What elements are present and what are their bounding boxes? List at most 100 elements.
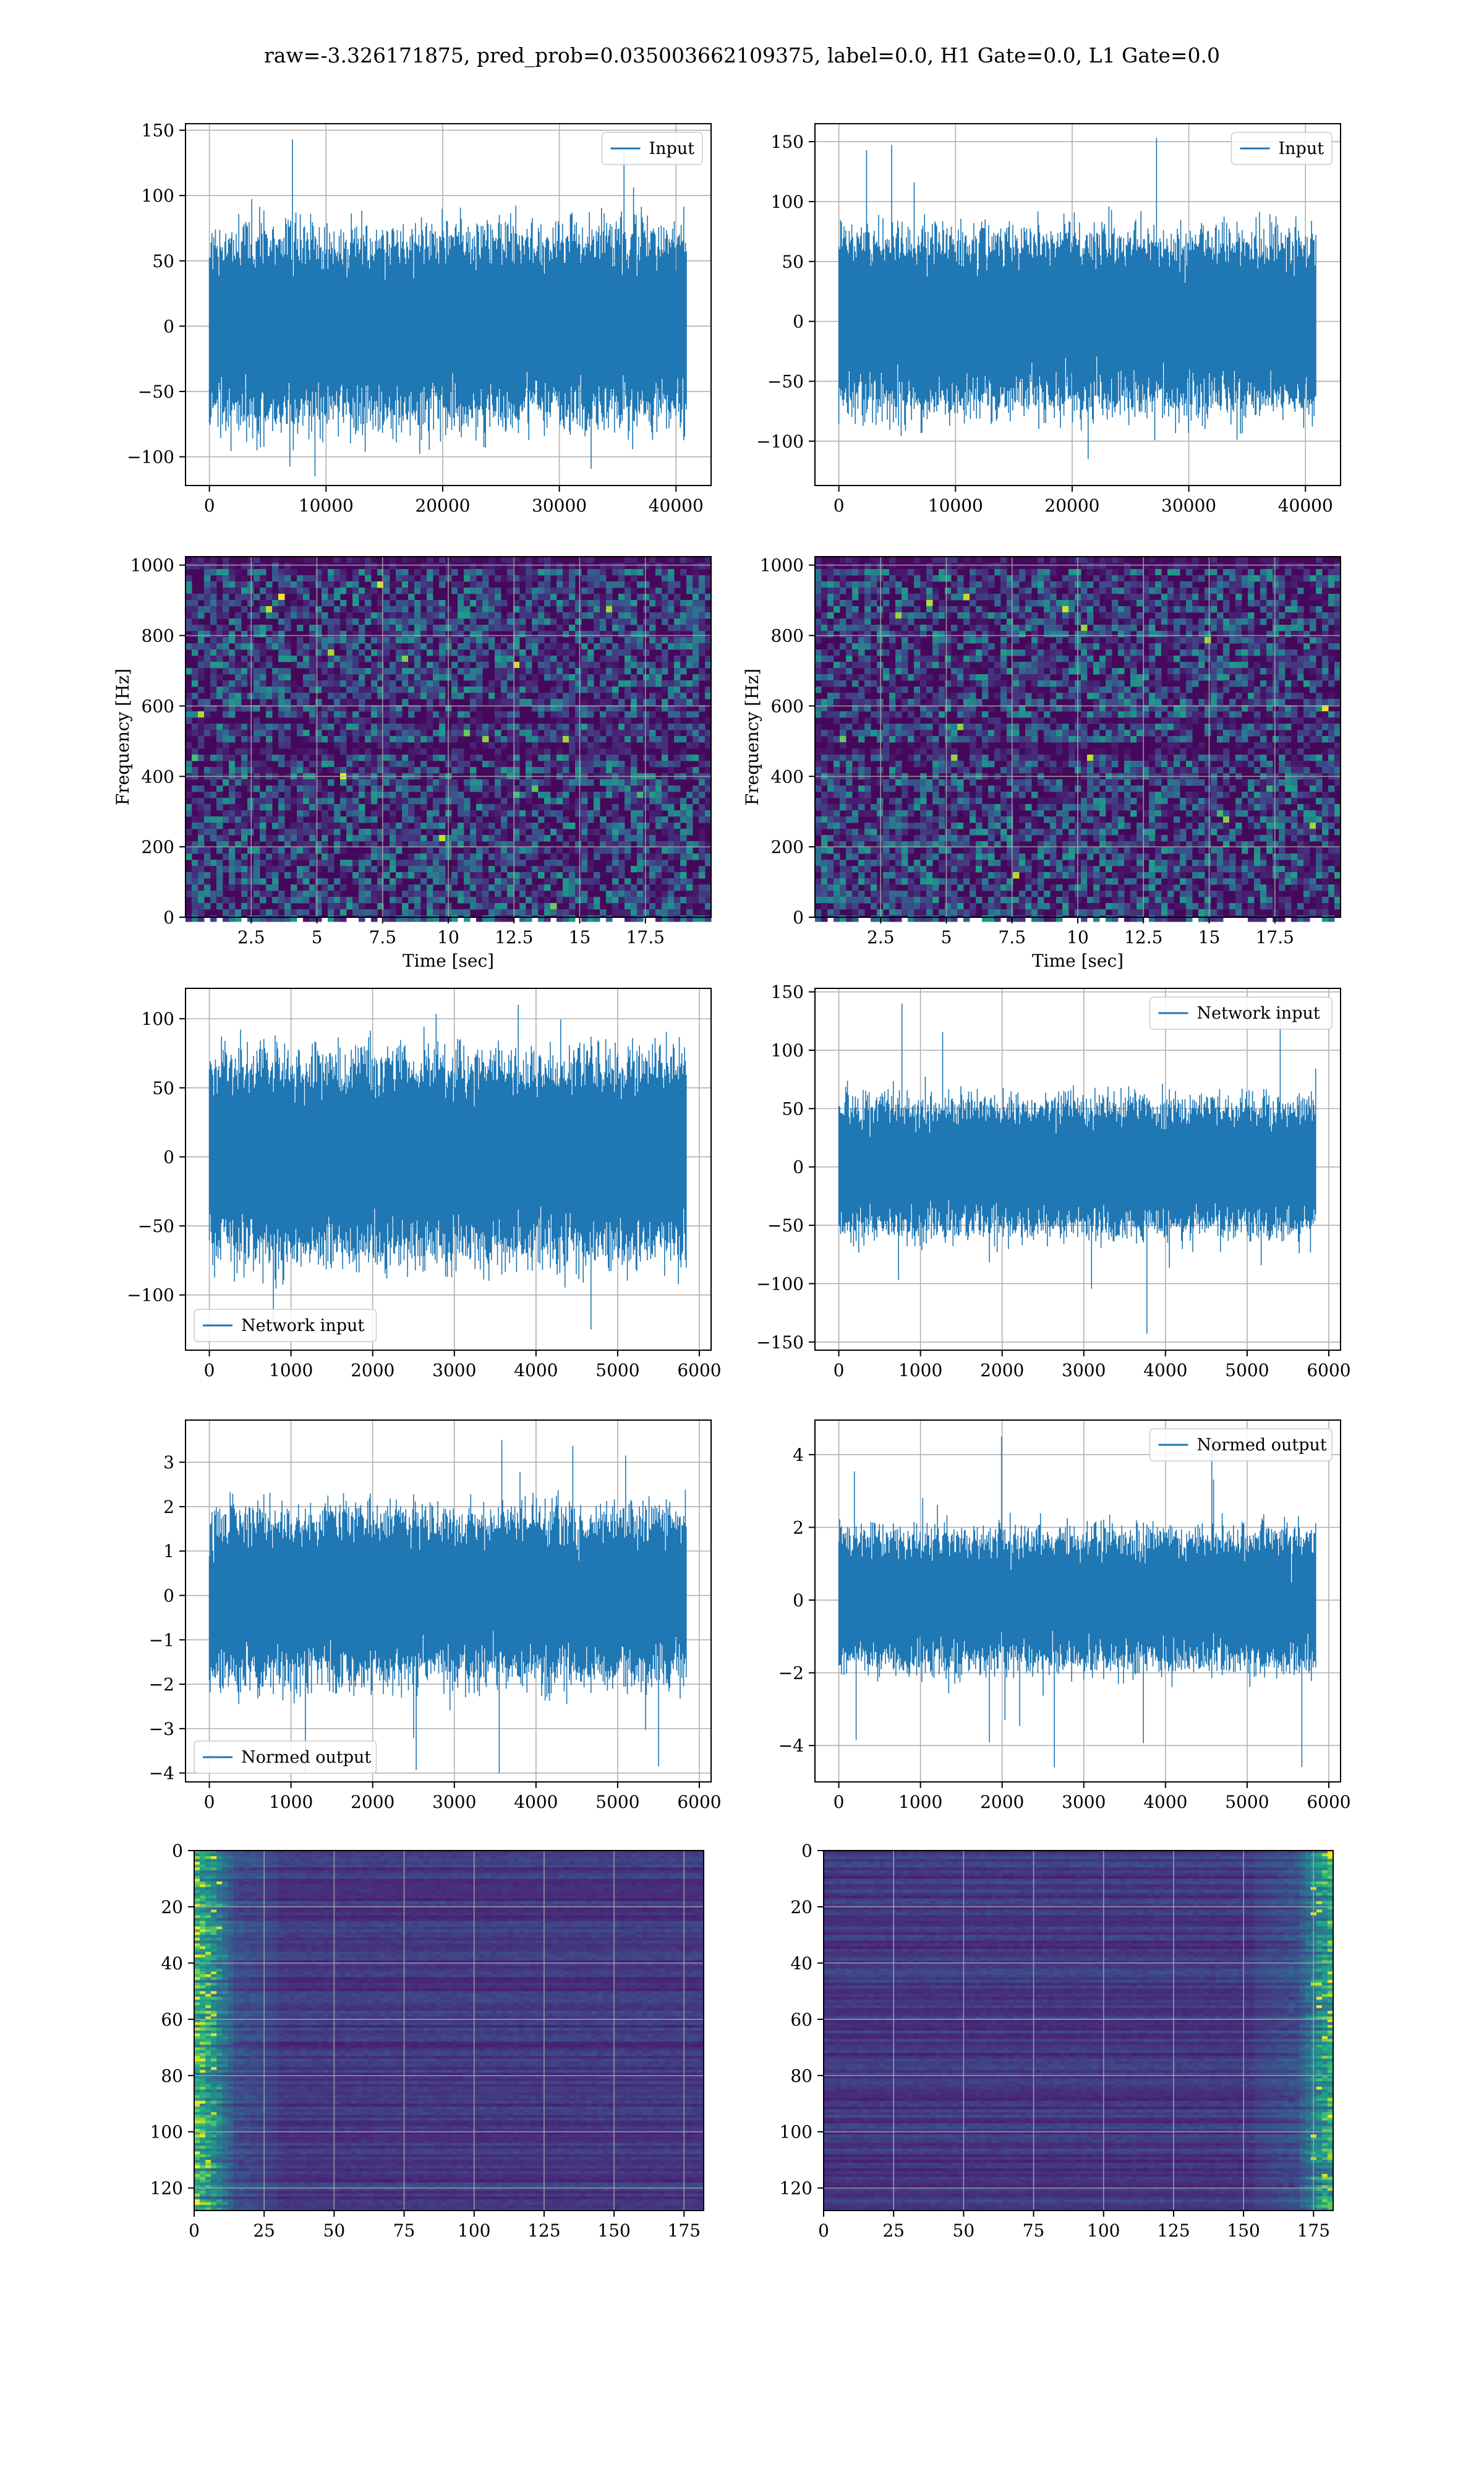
x-tick-label: 7.5	[369, 927, 396, 948]
x-tick-label: 150	[597, 2220, 630, 2241]
x-tick-label: 10000	[299, 495, 354, 516]
legend-label: Normed output	[1197, 1436, 1327, 1455]
y-tick-label: 50	[152, 251, 174, 272]
x-tick-label: 175	[668, 2220, 701, 2241]
y-tick-label: −50	[138, 382, 174, 402]
x-tick-label: 40000	[1278, 495, 1333, 516]
x-tick-label: 75	[1023, 2220, 1045, 2241]
x-tick-label: 25	[253, 2220, 275, 2241]
x-tick-label: 1000	[898, 1792, 942, 1812]
y-tick-label: 1000	[130, 555, 174, 576]
y-tick-label: −100	[756, 431, 804, 452]
y-tick-label: −2	[149, 1674, 174, 1695]
y-tick-label: 0	[793, 1157, 804, 1178]
legend: Input	[1232, 132, 1333, 165]
x-tick-label: 1000	[269, 1792, 313, 1812]
y-axis-label: Frequency [Hz]	[742, 669, 762, 805]
chart-panel-5: 0 1000 2000 3000 4000 5000 6000−100−50050100Ne…	[127, 988, 722, 1380]
x-axis-label: Time [sec]	[403, 951, 494, 971]
x-tick-label: 1000	[269, 1360, 313, 1380]
y-tick-label: 800	[142, 626, 174, 646]
y-tick-label: −2	[778, 1663, 804, 1684]
y-tick-label: 0	[163, 907, 174, 928]
x-tick-label: 2000	[980, 1360, 1024, 1380]
x-tick-label: 5000	[1225, 1360, 1269, 1380]
chart-panel-7: 0 1000 2000 3000 4000 5000 6000−4−3−2−10123Nor…	[149, 1420, 722, 1812]
x-tick-label: 4000	[514, 1360, 558, 1380]
x-tick-label: 30000	[532, 495, 587, 516]
y-tick-label: 20	[161, 1897, 183, 1917]
y-tick-label: 0	[163, 1147, 174, 1167]
y-tick-label: −1	[149, 1630, 174, 1650]
y-tick-label: −50	[138, 1216, 174, 1236]
y-tick-label: −100	[127, 1285, 174, 1306]
x-tick-label: 0	[818, 2220, 829, 2241]
x-tick-label: 30000	[1161, 495, 1216, 516]
x-tick-label: 4000	[1143, 1792, 1187, 1812]
y-tick-label: −50	[767, 1215, 804, 1236]
x-tick-label: 0	[834, 495, 845, 516]
y-tick-label: 100	[150, 2122, 183, 2142]
series-line-input	[210, 139, 686, 476]
y-tick-label: 400	[771, 766, 804, 787]
y-tick-label: 100	[771, 192, 804, 212]
x-tick-label: 17.5	[1256, 927, 1294, 948]
x-tick-label: 2.5	[237, 927, 265, 948]
x-tick-label: 75	[393, 2220, 416, 2241]
y-tick-label: −4	[149, 1763, 174, 1784]
y-tick-label: 80	[161, 2066, 183, 2086]
y-tick-label: 2	[163, 1497, 174, 1517]
y-tick-label: 1000	[760, 555, 804, 576]
y-tick-label: 0	[793, 1590, 804, 1611]
series-line-network-input	[839, 1004, 1316, 1334]
x-tick-label: 25	[882, 2220, 905, 2241]
y-tick-label: −100	[127, 447, 174, 468]
x-axis-label: Time [sec]	[1032, 951, 1124, 971]
y-tick-label: 0	[172, 1841, 183, 1861]
x-tick-label: 6000	[677, 1792, 721, 1812]
y-tick-label: −100	[756, 1273, 804, 1294]
x-tick-label: 7.5	[998, 927, 1026, 948]
x-tick-label: 10000	[928, 495, 983, 516]
x-tick-label: 0	[834, 1360, 845, 1380]
y-tick-label: 100	[142, 186, 174, 206]
x-tick-label: 5	[312, 927, 323, 948]
y-axis-label: Frequency [Hz]	[113, 669, 133, 805]
y-tick-label: −4	[778, 1736, 804, 1756]
x-tick-label: 100	[1087, 2220, 1120, 2241]
x-tick-label: 5	[941, 927, 952, 948]
legend: Normed output	[1150, 1429, 1333, 1461]
legend: Normed output	[194, 1741, 377, 1773]
y-tick-label: 0	[793, 907, 804, 928]
x-tick-label: 12.5	[1124, 927, 1162, 948]
legend-label: Network input	[241, 1316, 364, 1335]
x-tick-label: 2000	[351, 1360, 394, 1380]
y-tick-label: 60	[161, 2010, 183, 2030]
y-tick-label: 120	[150, 2178, 183, 2199]
y-tick-label: 2	[793, 1517, 804, 1538]
y-tick-label: −3	[149, 1719, 174, 1739]
x-tick-label: 2000	[980, 1792, 1024, 1812]
y-tick-label: 100	[771, 1040, 804, 1061]
x-tick-label: 3000	[432, 1360, 476, 1380]
y-tick-label: 120	[780, 2178, 812, 2199]
x-tick-label: 175	[1297, 2220, 1330, 2241]
y-tick-label: 400	[142, 766, 174, 787]
x-tick-label: 20000	[415, 495, 470, 516]
y-tick-label: 3	[163, 1452, 174, 1473]
chart-panel-1: 0 10000 20000 30000 40000−100−50050100150Inp…	[127, 121, 711, 516]
y-tick-label: 1	[163, 1541, 174, 1562]
x-tick-label: 10	[437, 927, 459, 948]
x-tick-label: 3000	[1062, 1360, 1106, 1380]
x-tick-label: 4000	[514, 1792, 558, 1812]
x-tick-label: 3000	[1062, 1792, 1106, 1812]
y-tick-label: 600	[142, 696, 174, 716]
y-tick-label: 0	[801, 1841, 812, 1861]
y-tick-label: 600	[771, 696, 804, 716]
x-tick-label: 3000	[432, 1792, 476, 1812]
legend-label: Input	[1279, 139, 1324, 158]
legend-label: Input	[649, 139, 695, 158]
y-tick-label: 60	[790, 2010, 812, 2030]
